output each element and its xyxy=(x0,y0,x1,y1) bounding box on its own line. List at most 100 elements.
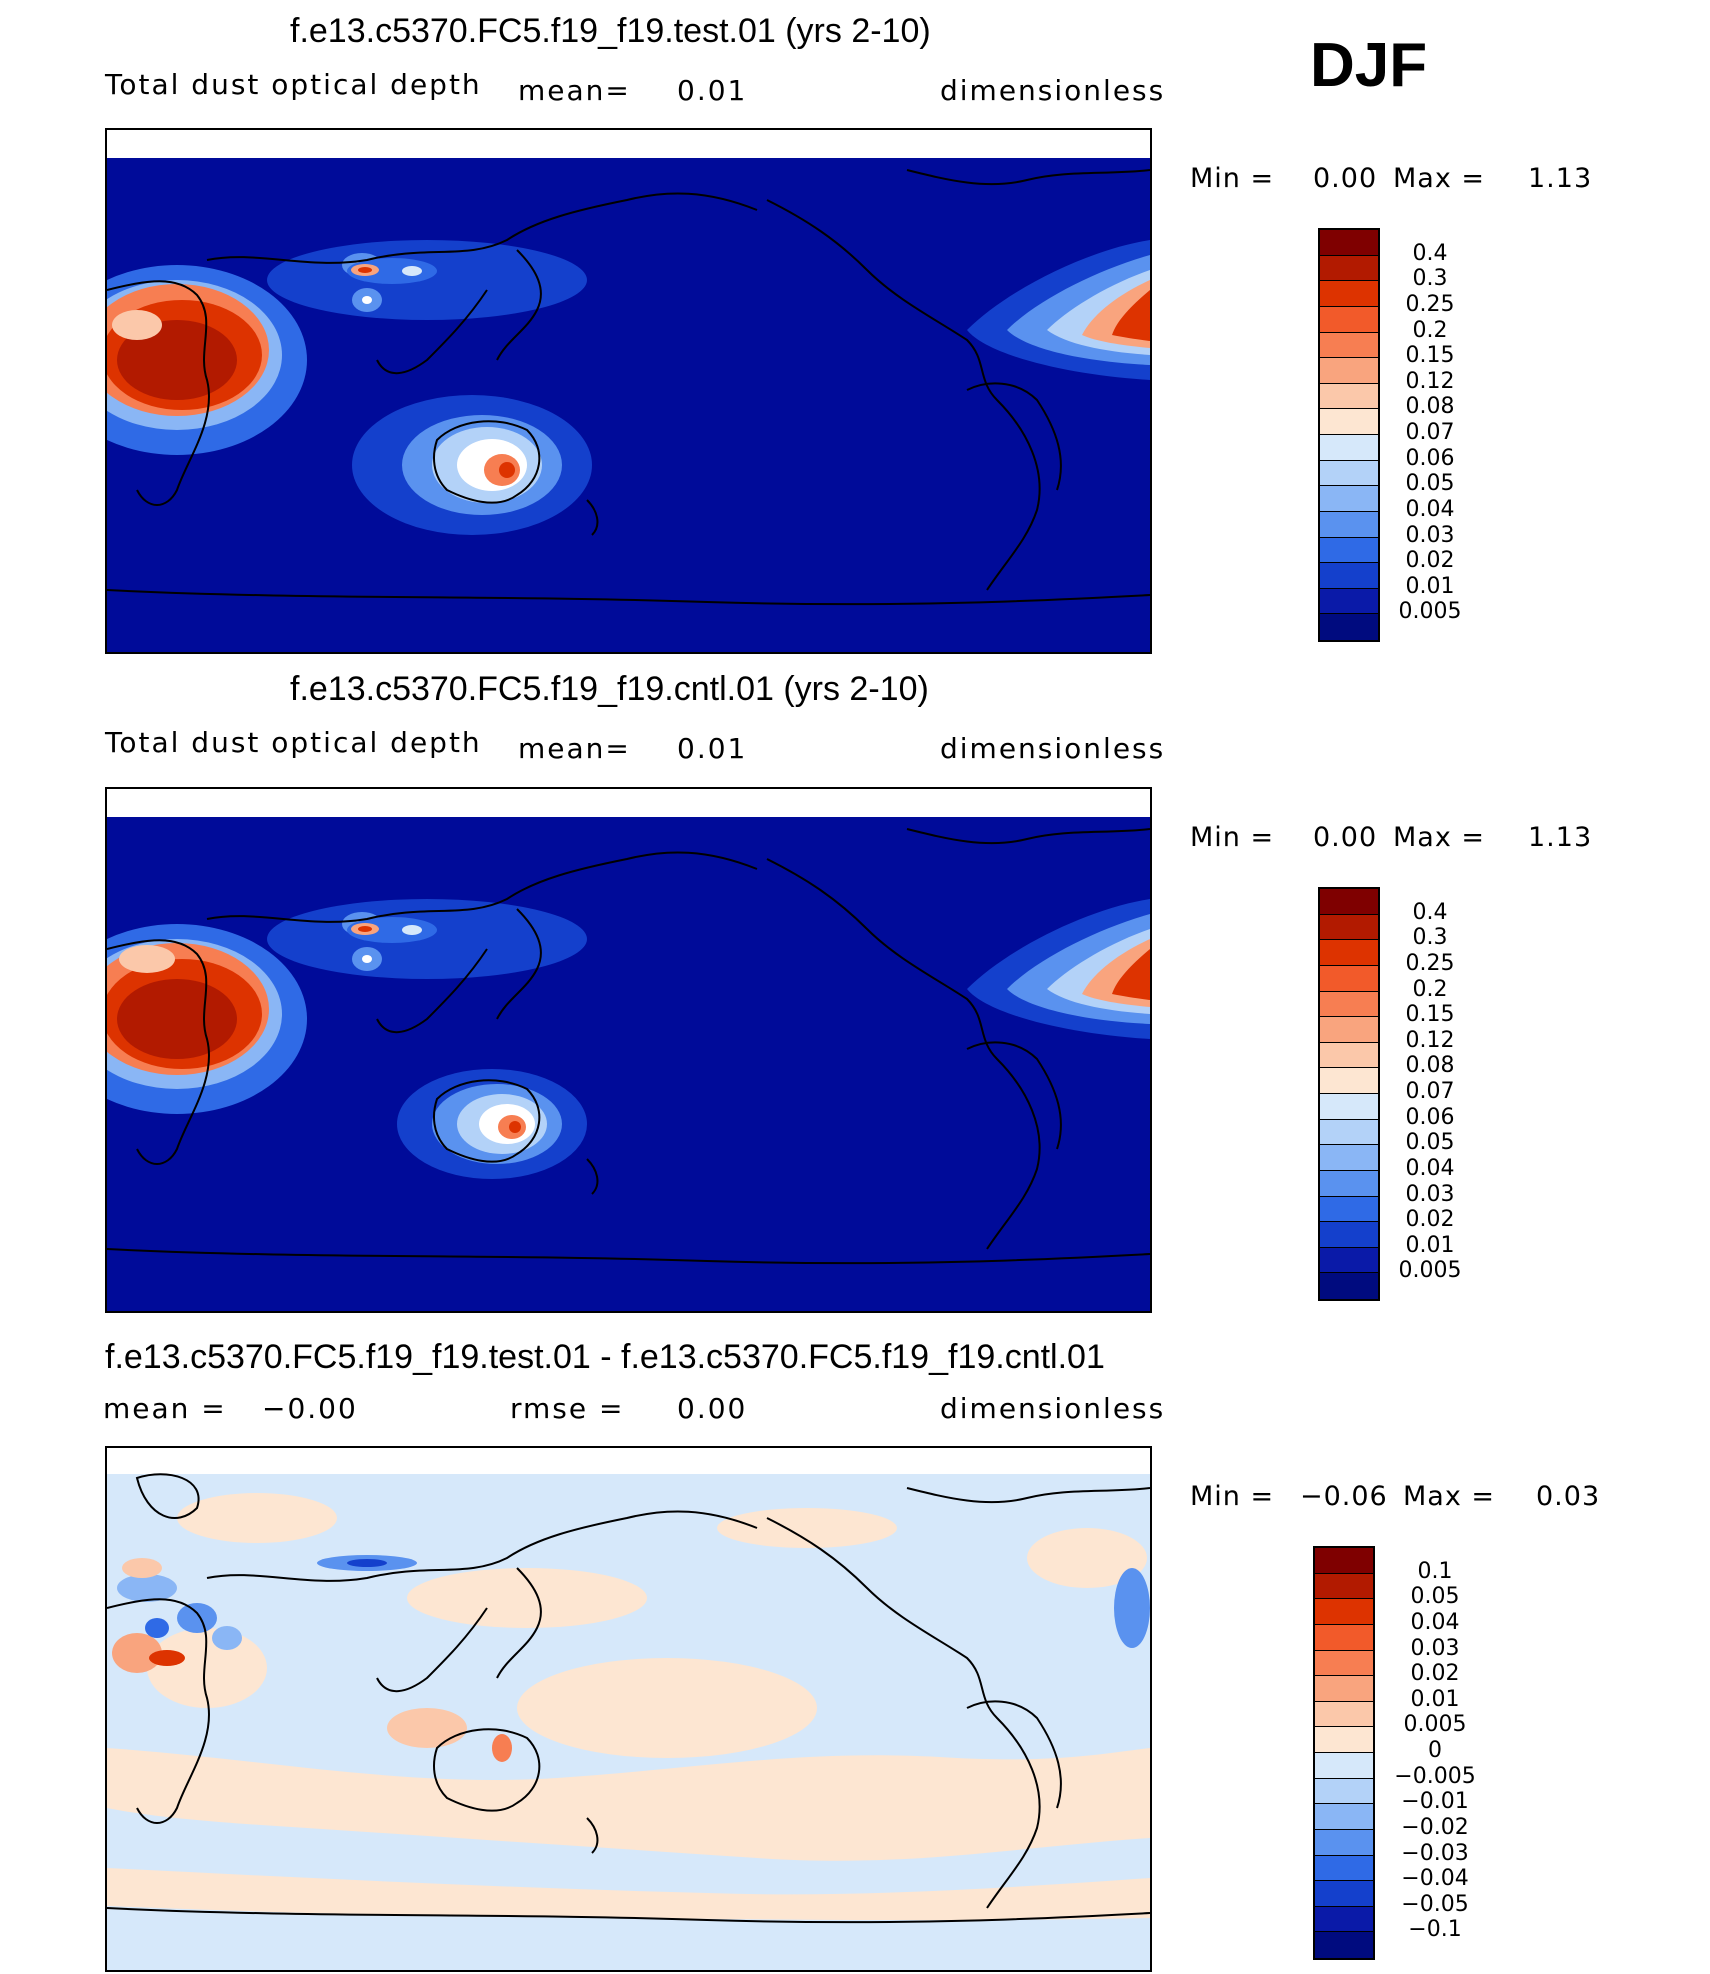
colorbar-swatch xyxy=(1320,1170,1378,1197)
panel3-max-value: 0.03 xyxy=(1536,1481,1601,1512)
colorbar-swatch xyxy=(1320,1068,1378,1094)
panel3-mean-value: −0.00 xyxy=(262,1392,358,1425)
panel2-title: f.e13.c5370.FC5.f19_f19.cntl.01 (yrs 2-1… xyxy=(290,670,929,708)
colorbar-swatch xyxy=(1320,255,1378,282)
colorbar-swatch xyxy=(1320,1042,1378,1069)
colorbar-tick-label: 0.08 xyxy=(1405,1053,1455,1079)
colorbar-swatch xyxy=(1320,435,1378,461)
colorbar-swatch xyxy=(1320,914,1378,941)
colorbar-tick-label: 0.03 xyxy=(1410,1635,1460,1661)
colorbar-swatch xyxy=(1315,1548,1373,1574)
colorbar-swatch xyxy=(1315,1829,1373,1856)
panel1-map xyxy=(105,128,1152,654)
colorbar-swatch xyxy=(1320,383,1378,410)
panel2-dust-asia xyxy=(267,899,587,979)
colorbar-swatch xyxy=(1320,409,1378,435)
colorbar-tick-label: 0.03 xyxy=(1405,522,1455,548)
panel3-map xyxy=(105,1446,1152,1972)
colorbar-tick-label: −0.03 xyxy=(1401,1840,1469,1866)
colorbar-tick-label: 0.15 xyxy=(1405,343,1455,369)
colorbar-swatch xyxy=(1315,1881,1373,1907)
colorbar-swatch xyxy=(1320,486,1378,512)
colorbar-swatch xyxy=(1320,281,1378,307)
colorbar-tick-label: 0.3 xyxy=(1412,925,1448,951)
panel3-max-label: Max = xyxy=(1403,1481,1496,1512)
season-label: DJF xyxy=(1310,31,1428,100)
panel2-variable-label: Total dust optical depth xyxy=(105,726,482,759)
colorbar-tick-label: 0.2 xyxy=(1412,317,1448,343)
colorbar-tick-label: 0.02 xyxy=(1410,1661,1460,1687)
colorbar-tick-label: 0.01 xyxy=(1405,1232,1455,1258)
colorbar-tick-label: 0.15 xyxy=(1405,1002,1455,1028)
colorbar-tick-label: 0.005 xyxy=(1403,1712,1467,1738)
colorbar-tick-label: 0.2 xyxy=(1412,976,1448,1002)
colorbar-tick-label: 0.005 xyxy=(1398,599,1462,625)
colorbar-tick-label: 0.04 xyxy=(1405,496,1455,522)
colorbar-tick-label: 0.005 xyxy=(1398,1258,1462,1284)
colorbar-swatch xyxy=(1320,889,1378,915)
panel2-mean-label: mean= xyxy=(518,732,631,765)
colorbar-tick-label: −0.02 xyxy=(1401,1814,1469,1840)
colorbar-swatch xyxy=(1315,1778,1373,1805)
colorbar-swatch xyxy=(1315,1599,1373,1625)
colorbar-tick-label: 0.01 xyxy=(1405,573,1455,599)
colorbar-tick-label: 0.07 xyxy=(1405,420,1455,445)
panel3-mean-label: mean = xyxy=(103,1392,227,1425)
colorbar-tick-label: 0.04 xyxy=(1410,1609,1460,1635)
panel1-dust-atlantic xyxy=(967,240,1150,380)
panel2-max-value: 1.13 xyxy=(1528,822,1593,853)
colorbar-tick-label: −0.05 xyxy=(1401,1891,1469,1917)
colorbar-swatch xyxy=(1320,940,1378,966)
panel1-title: f.e13.c5370.FC5.f19_f19.test.01 (yrs 2-1… xyxy=(290,12,931,50)
panel3-title: f.e13.c5370.FC5.f19_f19.test.01 - f.e13.… xyxy=(105,1338,1105,1376)
colorbar-swatch xyxy=(1320,1247,1378,1274)
colorbar-swatch xyxy=(1315,1650,1373,1677)
colorbar-swatch xyxy=(1315,1727,1373,1753)
colorbar-swatch xyxy=(1320,614,1378,640)
panel1-variable-label: Total dust optical depth xyxy=(105,68,482,101)
panel2-units: dimensionless xyxy=(940,732,1166,765)
panel1-dust-australia xyxy=(352,395,592,535)
panel3-rmse-value: 0.00 xyxy=(677,1392,748,1425)
colorbar-swatch xyxy=(1315,1701,1373,1728)
colorbar-tick-label: 0 xyxy=(1428,1738,1442,1763)
colorbar-swatch xyxy=(1315,1932,1373,1958)
panel1-coastlines xyxy=(107,169,1150,606)
panel3-min-label: Min = xyxy=(1190,1481,1275,1512)
panel1-max-value: 1.13 xyxy=(1528,163,1593,194)
panel2-colorbar-labels: 0.4 0.3 0.25 0.2 0.15 0.12 0.08 0.07 0.06 0.05 0.0… xyxy=(1390,887,1470,1297)
colorbar-tick-label: 0.07 xyxy=(1405,1079,1455,1104)
colorbar-tick-label: 0.02 xyxy=(1405,1207,1455,1233)
colorbar-tick-label: 0.08 xyxy=(1405,394,1455,420)
panel1-dust-asia xyxy=(267,240,587,320)
colorbar-swatch xyxy=(1315,1624,1373,1651)
panel3-anomaly-features xyxy=(112,1555,1150,1762)
panel1-max-label: Max = xyxy=(1393,163,1486,194)
colorbar-tick-label: 0.25 xyxy=(1405,291,1455,317)
colorbar-swatch xyxy=(1320,965,1378,992)
colorbar-swatch xyxy=(1320,1094,1378,1120)
colorbar-swatch xyxy=(1320,1222,1378,1248)
colorbar-tick-label: 0.12 xyxy=(1405,368,1455,394)
panel1-units: dimensionless xyxy=(940,74,1166,107)
panel2-coastlines xyxy=(107,828,1150,1265)
panel2-map xyxy=(105,787,1152,1313)
panel3-units: dimensionless xyxy=(940,1392,1166,1425)
colorbar-tick-label: −0.01 xyxy=(1401,1789,1469,1815)
panel2-colorbar xyxy=(1318,887,1380,1301)
panel1-mean-label: mean= xyxy=(518,74,631,107)
colorbar-swatch xyxy=(1320,563,1378,589)
colorbar-tick-label: 0.06 xyxy=(1405,445,1455,471)
colorbar-swatch xyxy=(1315,1906,1373,1933)
panel1-min-value: 0.00 xyxy=(1313,163,1378,194)
panel2-mean-value: 0.01 xyxy=(677,732,748,765)
colorbar-swatch xyxy=(1320,1017,1378,1043)
colorbar-swatch xyxy=(1320,1273,1378,1299)
colorbar-tick-label: 0.05 xyxy=(1405,471,1455,497)
panel2-min-value: 0.00 xyxy=(1313,822,1378,853)
panel2-dust-sahara xyxy=(107,924,307,1114)
colorbar-tick-label: 0.03 xyxy=(1405,1181,1455,1207)
colorbar-tick-label: 0.4 xyxy=(1412,899,1448,925)
colorbar-tick-label: −0.005 xyxy=(1394,1763,1476,1789)
colorbar-tick-label: 0.06 xyxy=(1405,1104,1455,1130)
